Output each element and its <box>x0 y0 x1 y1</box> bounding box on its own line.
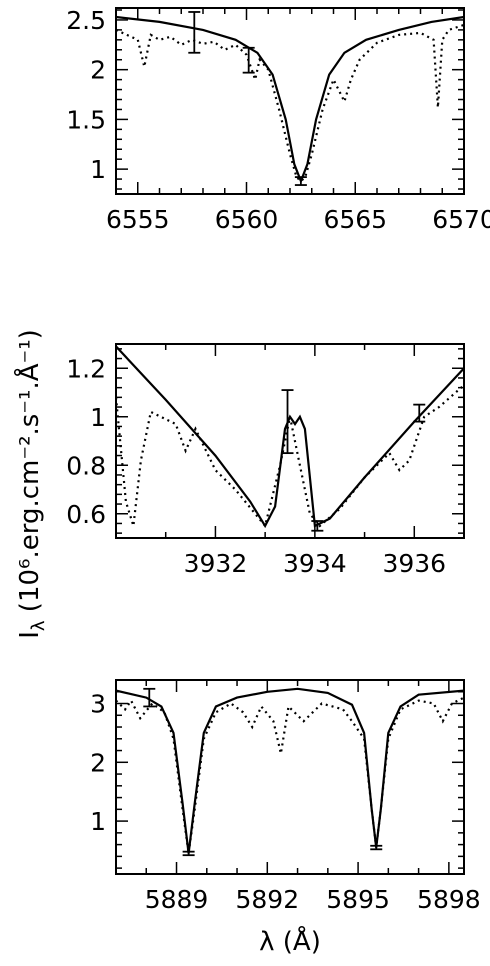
y-tick-label: 2 <box>90 748 106 777</box>
x-tick-label: 6570 <box>432 205 490 234</box>
error-bar <box>242 46 255 74</box>
error-bar <box>188 11 201 54</box>
error-bar <box>294 176 307 186</box>
model-spectrum-line <box>116 687 464 854</box>
error-bar <box>311 520 324 532</box>
error-bar <box>370 844 383 851</box>
y-tick-label: 2 <box>90 56 106 85</box>
y-tick-label: 1.2 <box>66 354 106 383</box>
h-alpha-panel: 6555 6560 6565 6570 1 1.5 2 2.5 <box>66 6 490 234</box>
x-tick-label: 3936 <box>382 549 446 578</box>
x-tick-label: 5898 <box>417 885 481 914</box>
x-tick-label: 5892 <box>235 885 299 914</box>
error-bar <box>413 403 426 423</box>
plot-frame <box>115 343 465 539</box>
y-tick-label: 0.6 <box>66 500 106 529</box>
y-tick-label: 1 <box>90 403 106 432</box>
y-tick-label: 1 <box>90 155 106 184</box>
y-tick-label: 1 <box>90 807 106 836</box>
model-spectrum-line <box>116 345 464 529</box>
x-tick-label: 3934 <box>283 549 347 578</box>
observed-spectrum-line <box>116 696 464 854</box>
plot-frame <box>115 679 465 875</box>
x-tick-label: 6560 <box>215 205 279 234</box>
y-tick-label: 3 <box>90 690 106 719</box>
error-bar <box>182 850 195 857</box>
observed-spectrum-line <box>116 384 464 529</box>
plot-frame <box>115 7 465 195</box>
shared-y-axis-label: Iλ (10⁶.erg.cm⁻².s⁻¹.Å⁻¹) <box>13 329 49 639</box>
na-d-panel: 5889 5892 5895 5898 1 2 3 <box>90 679 481 914</box>
y-tick-label: 1.5 <box>66 105 106 134</box>
error-bar <box>143 687 156 708</box>
x-tick-label: 5895 <box>326 885 390 914</box>
x-tick-label: 6565 <box>323 205 387 234</box>
x-axis-label: λ (Å) <box>259 925 321 957</box>
error-bar <box>281 389 294 455</box>
x-tick-label: 5889 <box>145 885 209 914</box>
x-tick-label: 6555 <box>106 205 170 234</box>
y-tick-label: 2.5 <box>66 6 106 35</box>
observed-spectrum-line <box>116 23 464 183</box>
y-tick-label: 0.8 <box>66 451 106 480</box>
ca-k-panel: 3932 3934 3936 0.6 0.8 1 1.2 <box>66 343 465 578</box>
x-tick-label: 3932 <box>184 549 248 578</box>
